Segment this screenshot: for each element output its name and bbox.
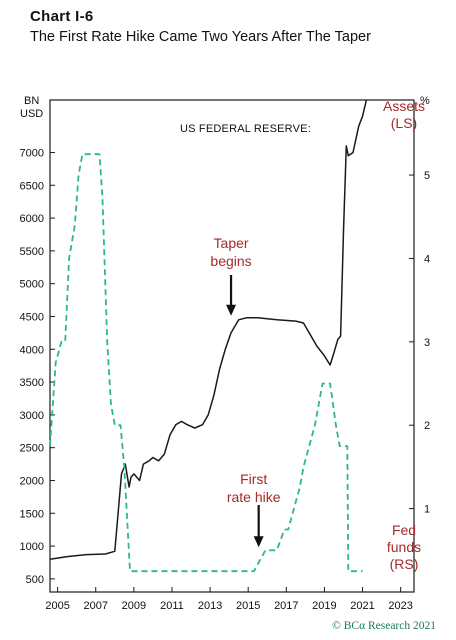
annotation-assets-label: (LS) [391, 115, 417, 131]
taper-arrow-head [226, 304, 237, 316]
annotation-taper-begins: begins [210, 253, 251, 269]
left-tick-label: 5000 [20, 279, 44, 291]
x-tick-label: 2011 [160, 600, 184, 612]
left-tick-label: 6500 [20, 180, 44, 192]
annotation-fed-funds-label: (RS) [390, 556, 419, 572]
annotation-taper-begins: Taper [214, 235, 249, 251]
left-tick-label: 3500 [20, 377, 44, 389]
annotation-layer: Taper begins First rate hike Assets(LS) Fedfu… [210, 98, 425, 572]
x-tick-label: 2019 [312, 600, 336, 612]
x-tick-label: 2005 [45, 600, 69, 612]
right-tick-label: 5 [424, 170, 430, 182]
left-axis-unit-usd: USD [20, 108, 43, 120]
left-axis: 500 1000 1500 2000 2500 3000 3500 4000 4500 5000 5… [20, 147, 55, 586]
annotation-first-rate-hike: rate hike [227, 489, 281, 505]
chart-subtitle: US FEDERAL RESERVE: [180, 123, 311, 135]
chart-title: The First Rate Hike Came Two Years After… [30, 29, 371, 45]
annotation-assets-label: Assets [383, 98, 425, 114]
chart-header: Chart I-6 The First Rate Hike Came Two Y… [30, 6, 440, 48]
left-tick-label: 500 [26, 574, 44, 586]
left-tick-label: 3000 [20, 410, 44, 422]
right-tick-label: 3 [424, 337, 430, 349]
annotation-fed-funds-label: funds [387, 539, 421, 555]
right-axis-unit: % [420, 95, 430, 107]
left-tick-label: 7000 [20, 147, 44, 159]
left-tick-label: 5500 [20, 246, 44, 258]
x-tick-label: 2017 [274, 600, 298, 612]
x-tick-label: 2015 [236, 600, 260, 612]
chart-number: Chart I-6 [30, 8, 94, 25]
left-tick-label: 6000 [20, 213, 44, 225]
x-tick-label: 2013 [198, 600, 222, 612]
left-tick-label: 1500 [20, 508, 44, 520]
left-tick-label: 1000 [20, 541, 44, 553]
right-tick-label: 1 [424, 504, 430, 516]
x-axis: 2005 2007 2009 2011 2013 2015 2017 2019 2021 2023 [45, 587, 413, 612]
plot-frame [49, 99, 415, 593]
series-layer [49, 99, 368, 573]
left-tick-label: 4000 [20, 344, 44, 356]
assets-series-line [49, 99, 368, 560]
right-tick-label: 4 [424, 253, 430, 265]
x-tick-label: 2009 [122, 600, 146, 612]
annotation-first-rate-hike: First [240, 471, 267, 487]
left-tick-label: 4500 [20, 311, 44, 323]
rate-hike-arrow-head [253, 536, 264, 548]
left-tick-label: 2500 [20, 443, 44, 455]
left-tick-label: 2000 [20, 475, 44, 487]
right-axis: 1 2 3 4 5 [409, 170, 430, 516]
source-credit: © BCα Research 2021 [332, 620, 436, 632]
x-tick-label: 2023 [388, 600, 412, 612]
x-tick-label: 2021 [350, 600, 374, 612]
left-axis-unit-bn: BN [24, 95, 39, 107]
annotation-fed-funds-label: Fed [392, 522, 416, 538]
right-tick-label: 2 [424, 420, 430, 432]
fed-funds-series-line [49, 153, 363, 573]
x-tick-label: 2007 [83, 600, 107, 612]
